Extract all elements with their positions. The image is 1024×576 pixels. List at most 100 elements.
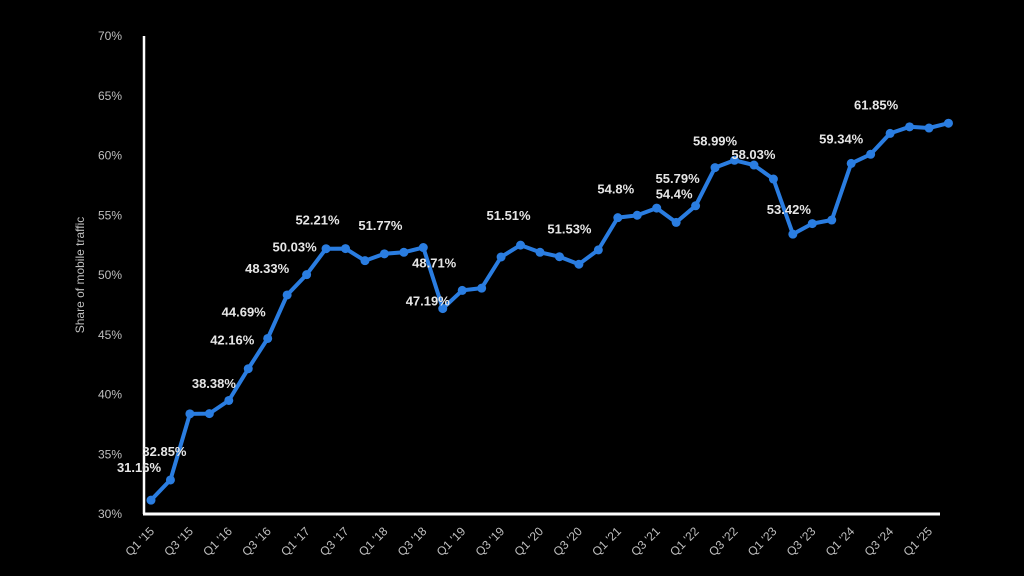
series-line	[149, 121, 951, 503]
y-tick-label: 30%	[98, 507, 122, 521]
data-point	[943, 118, 953, 128]
data-point	[360, 256, 370, 266]
data-label: 48.71%	[412, 255, 457, 270]
x-tick-label: Q3 '17	[317, 524, 352, 559]
x-tick-label: Q1 '20	[511, 524, 546, 559]
data-point	[516, 240, 526, 250]
data-label: 58.99%	[693, 134, 738, 149]
data-label: 44.69%	[222, 304, 267, 319]
x-tick-label: Q3 '22	[706, 524, 741, 559]
data-label: 50.03%	[273, 240, 318, 255]
x-tick-label: Q1 '17	[278, 524, 313, 559]
y-tick-label: 70%	[98, 29, 122, 43]
data-label: 53.42%	[767, 202, 812, 217]
data-point	[341, 244, 350, 254]
data-point	[691, 201, 701, 211]
data-point	[827, 215, 837, 225]
x-tick-label: Q1 '18	[356, 524, 391, 559]
y-axis-tick-labels: 30% 35% 40% 45% 50% 55% 60% 65% 70%	[98, 29, 122, 521]
data-point	[768, 174, 778, 184]
x-tick-label: Q1 '24	[823, 524, 858, 559]
data-point	[730, 155, 739, 165]
data-label: 51.53%	[547, 222, 592, 237]
data-point	[574, 259, 584, 269]
x-axis-tick-labels: Q1 '15 Q3 '15 Q1 '16 Q3 '16 Q1 '17 Q3 '17 Q1 '…	[122, 524, 935, 559]
data-point	[807, 219, 817, 229]
data-point	[632, 210, 642, 220]
data-point	[710, 163, 720, 173]
data-label: 52.21%	[295, 213, 340, 228]
x-tick-label: Q3 '15	[161, 524, 196, 559]
data-point	[554, 252, 564, 262]
data-label: 31.16%	[117, 460, 162, 475]
x-tick-label: Q1 '25	[900, 524, 935, 559]
data-point	[905, 122, 915, 132]
x-tick-label: Q3 '23	[784, 524, 819, 559]
y-tick-label: 65%	[98, 89, 122, 103]
y-axis-title: Share of mobile traffic	[73, 217, 87, 334]
data-point	[866, 149, 876, 159]
data-point	[846, 158, 856, 168]
y-tick-label: 55%	[98, 208, 122, 222]
x-tick-label: Q3 '24	[862, 524, 897, 559]
data-label: 51.51%	[487, 208, 532, 223]
data-point	[243, 364, 253, 374]
x-tick-label: Q1 '15	[122, 524, 157, 559]
x-tick-label: Q1 '19	[434, 524, 469, 559]
data-point	[535, 247, 545, 257]
data-point	[924, 123, 934, 133]
x-tick-label: Q3 '20	[550, 524, 585, 559]
data-point	[165, 475, 175, 485]
data-point	[418, 243, 428, 253]
data-label: 32.85%	[142, 444, 187, 459]
x-tick-label: Q3 '21	[628, 524, 663, 559]
y-tick-label: 45%	[98, 328, 122, 342]
data-point	[438, 304, 448, 314]
data-label: 51.77%	[358, 218, 403, 233]
data-point	[788, 229, 798, 239]
data-point	[652, 203, 662, 213]
data-label: 61.85%	[854, 97, 899, 112]
y-tick-label: 60%	[98, 149, 122, 163]
data-point	[263, 333, 273, 343]
x-tick-label: Q3 '18	[395, 524, 430, 559]
data-point	[671, 217, 681, 227]
data-point	[593, 245, 603, 255]
x-tick-label: Q1 '23	[745, 524, 780, 559]
data-label: 58.03%	[731, 147, 776, 162]
data-point	[321, 244, 331, 254]
x-tick-label: Q1 '16	[200, 524, 235, 559]
data-point	[204, 409, 214, 419]
data-label: 55.79%	[656, 171, 701, 186]
data-point	[496, 252, 506, 262]
data-point	[302, 270, 312, 280]
x-tick-label: Q3 '19	[473, 524, 508, 559]
data-label: 47.19%	[406, 294, 451, 309]
data-point	[379, 249, 389, 259]
data-labels: 31.16%32.85% 38.38% 42.16% 44.69% 48.33% 50.0…	[117, 97, 899, 475]
data-label: 48.33%	[245, 261, 290, 276]
data-point	[749, 160, 759, 170]
data-point	[146, 495, 156, 505]
y-tick-label: 35%	[98, 447, 122, 461]
data-point	[399, 247, 409, 257]
data-point	[613, 213, 623, 223]
data-point	[885, 128, 895, 138]
data-point	[477, 283, 487, 293]
data-label: 54.8%	[597, 182, 634, 197]
data-label: 59.34%	[819, 131, 864, 146]
data-point-markers	[146, 118, 953, 505]
data-point	[224, 395, 234, 405]
data-point	[185, 409, 195, 419]
data-label: 38.38%	[192, 376, 237, 391]
data-point	[457, 285, 467, 295]
data-label: 42.16%	[210, 333, 255, 348]
x-tick-label: Q3 '16	[239, 524, 274, 559]
x-tick-label: Q1 '22	[667, 524, 702, 559]
x-tick-label: Q1 '21	[589, 524, 624, 559]
y-tick-label: 50%	[98, 268, 122, 282]
data-label: 54.4%	[656, 186, 693, 201]
y-tick-label: 40%	[98, 388, 122, 402]
data-point	[282, 290, 292, 300]
